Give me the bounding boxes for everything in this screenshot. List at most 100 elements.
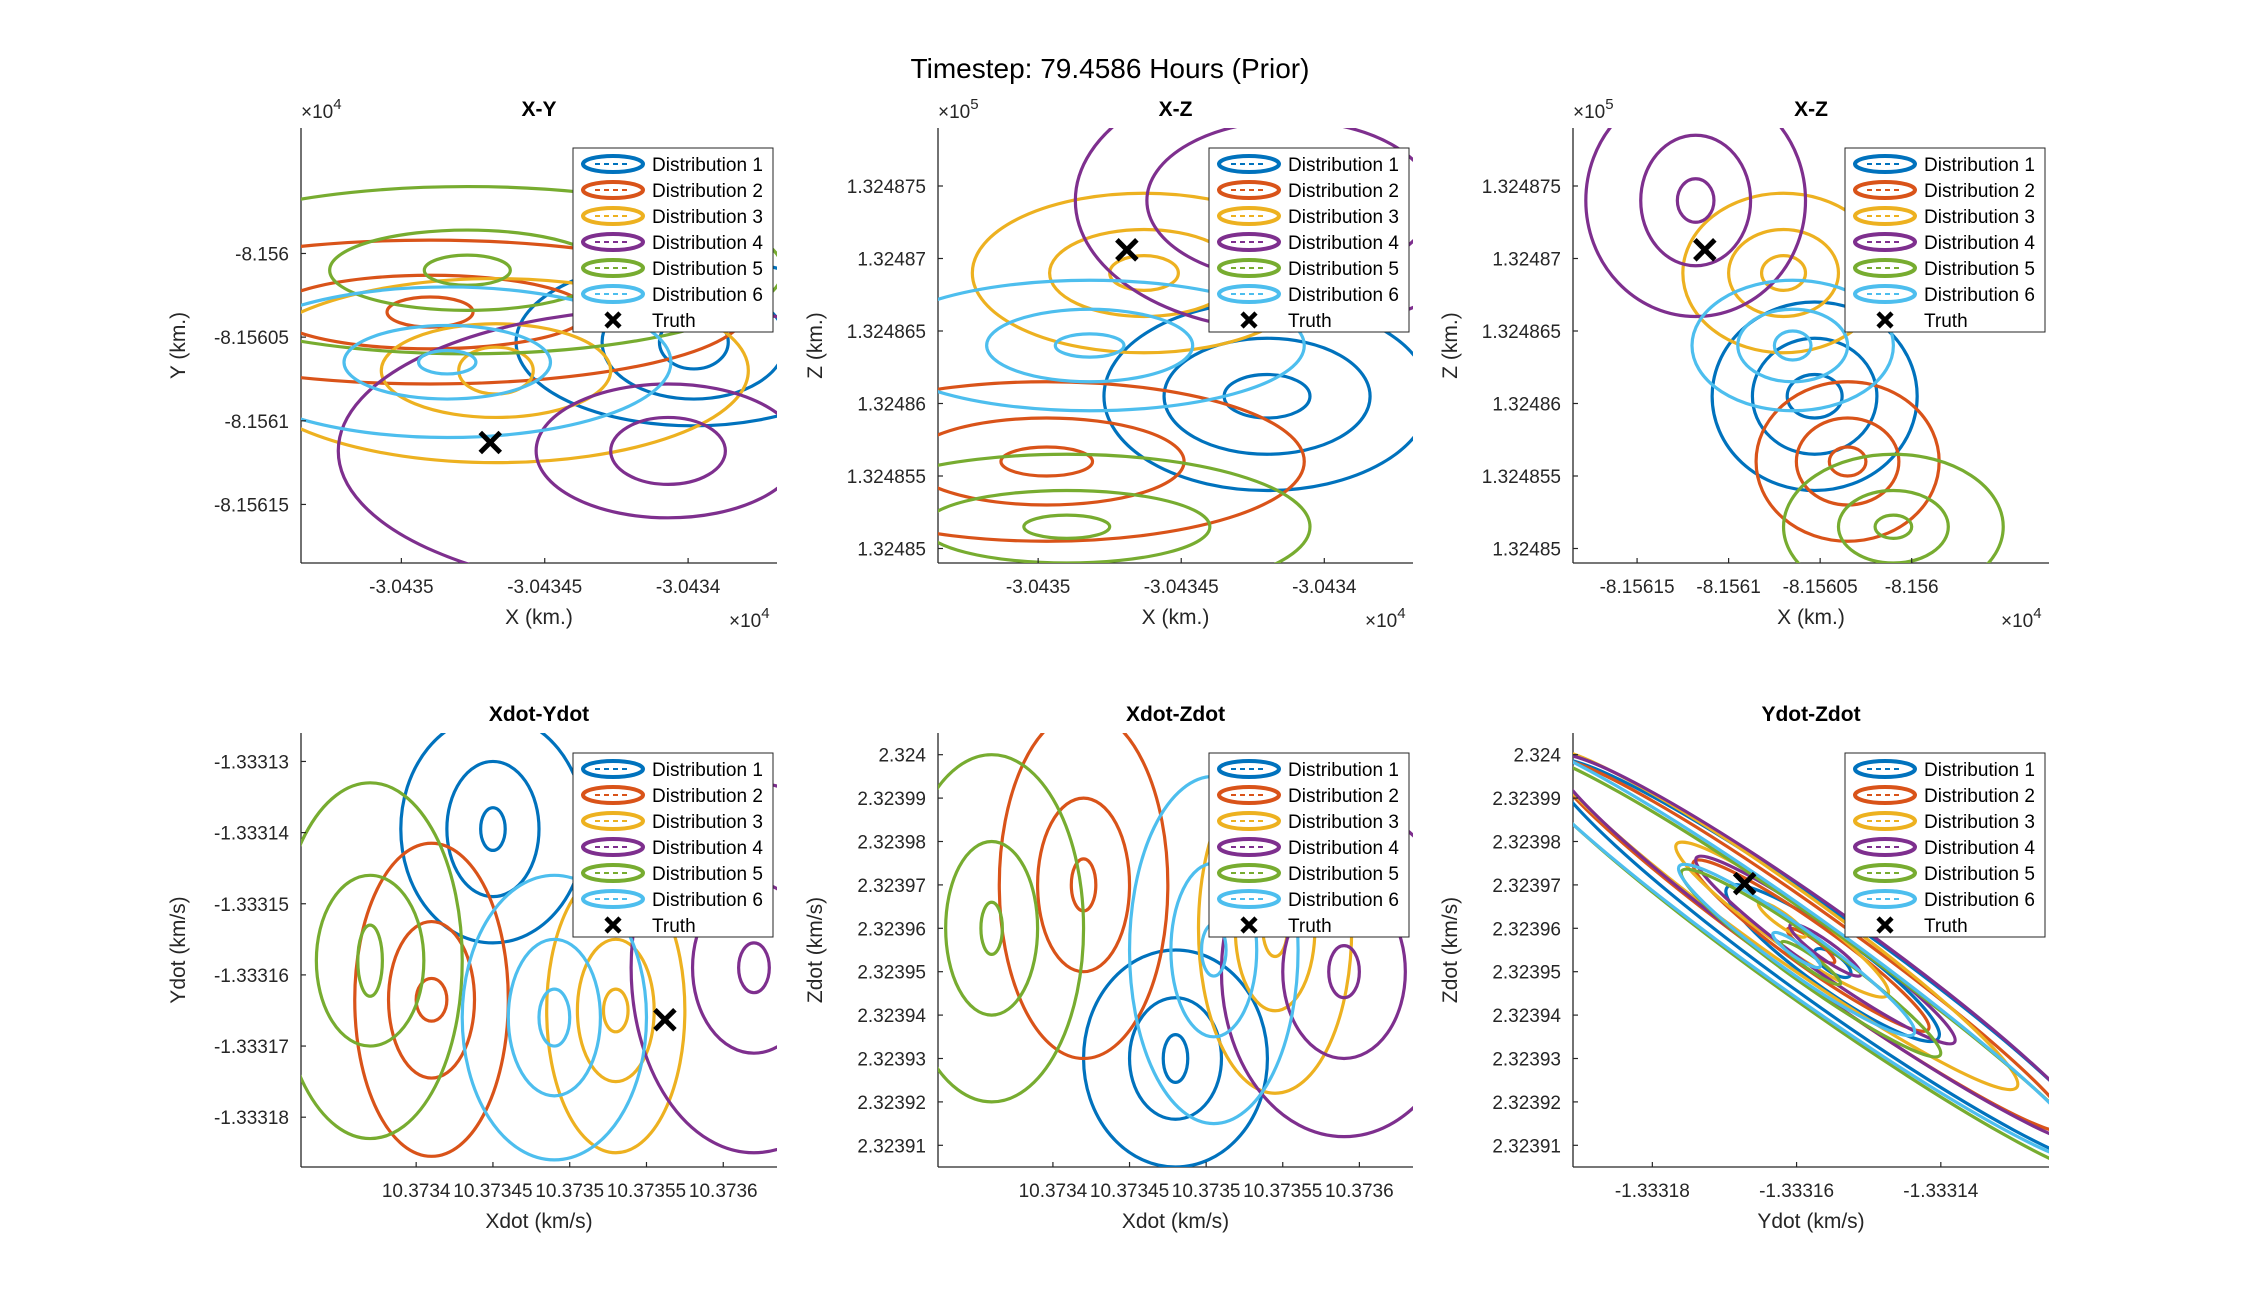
legend-swatch [1853,785,1917,805]
x-tick-label: -3.0435 [1006,577,1070,598]
y-axis-label: Zdot (km/s) [804,897,827,1003]
legend-label: Distribution 4 [1924,233,2035,254]
legend-entry-distribution-5: Distribution 5 [581,863,763,885]
contour-distribution-1-level-1 [1161,1033,1190,1084]
panel-title: X-Z [1794,98,1828,121]
y-tick-label: 1.32485 [857,540,926,561]
legend-entry-distribution-6: Distribution 6 [581,889,763,911]
legend-entry-distribution-6: Distribution 6 [1217,284,1399,306]
legend-swatch [1217,206,1281,226]
panel-title: Xdot-Zdot [1126,703,1225,726]
panel-3: -8.15615 -8.1561 -8.15605 -8.156 1.32485 1.32… [1439,96,2049,632]
contour-distribution-3-level-2 [1727,227,1841,319]
legend-entry-distribution-1: Distribution 1 [581,759,763,781]
legend-entry-distribution-5: Distribution 5 [1853,258,2035,280]
legend-label: Distribution 4 [1288,233,1399,254]
legend-entry-truth: Truth [604,916,696,937]
y-tick-label: 2.32394 [1492,1006,1561,1027]
legend-entry-truth: Truth [1240,916,1332,937]
contour-distribution-2-level-1 [1827,445,1868,478]
y-axis-label: Z (km.) [1439,312,1462,378]
legend-swatch [1853,759,1917,779]
legend-entry-distribution-5: Distribution 5 [581,258,763,280]
y-tick-label: 2.32399 [857,789,926,810]
legend-label: Distribution 6 [652,285,763,306]
legend-label: Distribution 5 [652,259,763,280]
contour-distribution-6-level-3 [938,278,1306,413]
x-axis-label: X (km.) [505,606,573,629]
y-tick-label: 2.32397 [857,876,926,897]
x-tick-label: -3.04345 [1144,577,1219,598]
panel-1: -3.0435 -3.04345 -3.0434 -8.15615 -8.1561 -8.… [167,96,777,632]
legend-entry-distribution-3: Distribution 3 [1217,206,1399,228]
legend-swatch [1853,232,1917,252]
legend-swatch [1853,837,1917,857]
legend-swatch [1853,889,1917,909]
panel-title: X-Z [1159,98,1193,121]
legend-label: Distribution 2 [652,786,763,807]
legend-label: Distribution 5 [652,864,763,885]
y-tick-label: -8.15605 [214,328,289,349]
legend-entry-distribution-2: Distribution 2 [1217,785,1399,807]
contour-distribution-6-level-3 [1690,278,1895,413]
contour-distribution-5-level-3 [301,781,464,1141]
contour-distribution-5-level-1 [1873,513,1914,540]
x-tick-label: 10.3734 [382,1181,451,1202]
legend: Distribution 1 Distribution 2 Distribution… [1844,752,2046,938]
y-tick-label: -8.15615 [214,495,289,516]
legend-label: Distribution 5 [1924,864,2035,885]
legend-swatch [1217,759,1281,779]
legend-swatch [1217,811,1281,831]
contour-distribution-5-level-2 [1679,867,1943,1059]
legend-entry-distribution-2: Distribution 2 [1853,785,2035,807]
contour-distribution-4-level-2 [1639,133,1753,268]
legend-swatch [581,785,645,805]
legend-entry-distribution-2: Distribution 2 [1217,180,1399,202]
x-tick-label: -8.1561 [1696,577,1760,598]
contour-distribution-3-level-3 [1573,748,2020,1092]
legend: Distribution 1 Distribution 2 Distribution… [572,147,774,333]
legend-label: Truth [1924,311,1968,332]
y-tick-label: -1.33317 [214,1037,289,1058]
legend-swatch [581,837,645,857]
contour-distribution-5-level-2 [314,873,426,1048]
contour-distribution-2-level-2 [938,416,1186,507]
truth-marker [1732,871,1757,896]
y-tick-label: -8.156 [235,244,289,265]
legend-entry-distribution-4: Distribution 4 [1217,232,1399,254]
contour-distribution-1-level-2 [1750,336,1879,456]
legend-swatch [1853,863,1917,883]
legend-label: Distribution 1 [1924,155,2035,176]
x-tick-label: 10.3736 [1325,1181,1394,1202]
contour-distribution-2-level-1 [414,976,449,1023]
figure-title: Timestep: 79.4586 Hours (Prior) [911,53,1310,84]
x-exponent-label: ×104 [1365,605,1406,632]
y-tick-label: 1.32487 [1492,250,1561,271]
legend-entry-distribution-3: Distribution 3 [581,206,763,228]
contour-distribution-6-level-3 [1573,736,2049,1164]
x-axis-label: Xdot (km/s) [1122,1210,1229,1233]
legend-swatch [1217,232,1281,252]
y-tick-label: -1.33318 [214,1108,289,1129]
contour-distribution-5-level-3 [938,753,1086,1104]
x-axis-label: X (km.) [1777,606,1845,629]
legend-label: Distribution 2 [652,181,763,202]
x-tick-label: 10.3735 [1172,1181,1241,1202]
legend-label: Distribution 5 [1288,259,1399,280]
legend-entry-distribution-5: Distribution 5 [1217,258,1399,280]
legend-label: Truth [1288,311,1332,332]
legend-swatch [1217,889,1281,909]
x-tick-label: -3.04345 [507,577,582,598]
legend-swatch [1217,863,1281,883]
legend-label: Distribution 4 [652,838,763,859]
x-exponent-label: ×104 [2001,605,2042,632]
legend-label: Distribution 5 [1288,864,1399,885]
x-tick-label: 10.3735 [535,1181,604,1202]
contour-distribution-6-level-1 [1771,930,1822,970]
contour-distribution-4-level-1 [1327,944,1361,1000]
y-exponent-label: ×105 [1573,96,1614,123]
legend-entry-distribution-3: Distribution 3 [1853,206,2035,228]
legend-label: Distribution 6 [652,890,763,911]
legend-swatch [581,863,645,883]
legend-entry-distribution-1: Distribution 1 [1217,759,1399,781]
